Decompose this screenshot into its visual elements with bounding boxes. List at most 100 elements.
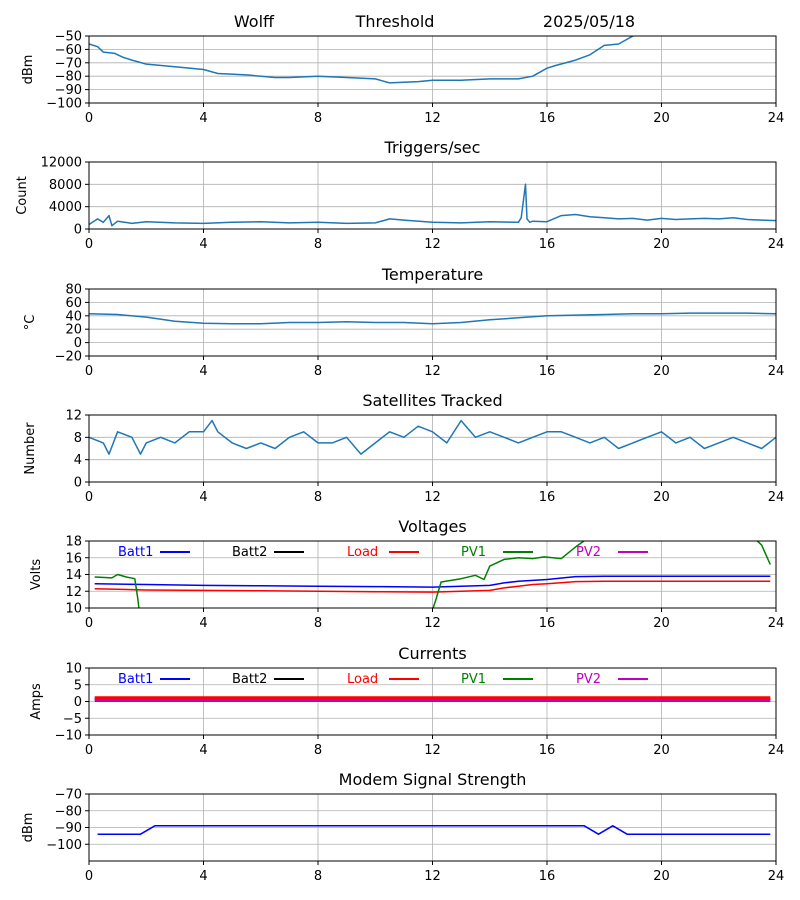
- y-axis-label: dBm: [21, 55, 36, 85]
- x-tick-label: 8: [314, 869, 322, 884]
- x-tick-label: 20: [653, 237, 670, 252]
- x-tick-label: 24: [768, 616, 785, 631]
- series-line-0: [89, 183, 776, 227]
- y-tick-label: −90: [55, 83, 82, 98]
- y-tick-label: 60: [65, 296, 82, 311]
- y-axis-label: °C: [23, 315, 38, 331]
- chart-title: Satellites Tracked: [362, 391, 502, 410]
- x-tick-label: 8: [314, 490, 322, 505]
- y-tick-label: 4: [74, 453, 82, 468]
- x-tick-label: 12: [424, 616, 441, 631]
- legend-label-pv1: PV1: [461, 672, 486, 687]
- x-tick-label: 0: [85, 616, 93, 631]
- y-tick-label: −20: [55, 350, 82, 365]
- header-date: 2025/05/18: [543, 12, 635, 31]
- chart-panel-5: 0 4 8 12 16 20 24 −10 −5 0 510 Currents Amps Batt1 Bat…: [29, 644, 784, 758]
- y-tick-label: 14: [65, 568, 82, 583]
- x-tick-label: 16: [539, 364, 556, 379]
- x-tick-label: 12: [424, 111, 441, 126]
- chart-title: Temperature: [381, 265, 483, 284]
- y-tick-label: −10: [55, 729, 82, 744]
- x-tick-label: 20: [653, 869, 670, 884]
- x-tick-label: 24: [768, 237, 785, 252]
- x-tick-label: 8: [314, 616, 322, 631]
- y-tick-label: 10: [65, 662, 82, 677]
- x-tick-label: 4: [199, 237, 207, 252]
- chart-title: Voltages: [398, 517, 466, 536]
- y-tick-label: 10: [65, 602, 82, 617]
- x-tick-label: 0: [85, 237, 93, 252]
- y-tick-label: 12: [65, 409, 82, 424]
- y-tick-label: 8: [74, 431, 82, 446]
- legend-label-pv1: PV1: [461, 545, 486, 560]
- chart-panel-3: 0 4 8 12 16 20 24 0 4 8 12 Satellites Tracked Number: [23, 391, 784, 505]
- header-subtitle: Threshold: [355, 12, 435, 31]
- y-tick-label: −50: [55, 30, 82, 45]
- x-tick-label: 4: [199, 111, 207, 126]
- x-tick-label: 4: [199, 490, 207, 505]
- y-tick-label: −70: [55, 56, 82, 71]
- x-tick-label: 20: [653, 616, 670, 631]
- x-tick-label: 12: [424, 743, 441, 758]
- y-tick-label: 0: [74, 223, 82, 238]
- x-tick-label: 16: [539, 111, 556, 126]
- x-tick-label: 8: [314, 237, 322, 252]
- x-tick-label: 24: [768, 869, 785, 884]
- y-tick-label: 18: [65, 535, 82, 550]
- x-tick-label: 0: [85, 743, 93, 758]
- y-tick-label: −60: [55, 43, 82, 58]
- y-tick-label: −5: [63, 712, 82, 727]
- x-tick-label: 20: [653, 743, 670, 758]
- chart-panel-6: 0 4 8 12 16 20 24 −100 −90 −80−70 Modem Signal Str…: [21, 770, 784, 884]
- x-tick-label: 12: [424, 237, 441, 252]
- legend-label-pv2: PV2: [576, 545, 601, 560]
- y-tick-label: 0: [74, 695, 82, 710]
- y-tick-label: 8000: [49, 178, 82, 193]
- chart-title: Currents: [398, 644, 466, 663]
- y-tick-label: 5: [74, 678, 82, 693]
- x-tick-label: 12: [424, 490, 441, 505]
- y-axis-label: Volts: [29, 559, 44, 591]
- series-line-pv1: [94, 541, 771, 608]
- y-tick-label: −90: [55, 821, 82, 836]
- x-tick-label: 16: [539, 237, 556, 252]
- x-tick-label: 4: [199, 364, 207, 379]
- x-tick-label: 16: [539, 743, 556, 758]
- y-tick-label: 12: [65, 585, 82, 600]
- x-tick-label: 16: [539, 490, 556, 505]
- y-tick-label: 12000: [41, 156, 82, 171]
- legend-label-batt2: Batt2: [232, 545, 267, 560]
- y-axis-label: Count: [15, 176, 30, 215]
- legend-label-batt2: Batt2: [232, 672, 267, 687]
- x-tick-label: 0: [85, 364, 93, 379]
- x-tick-label: 12: [424, 869, 441, 884]
- y-axis-label: dBm: [21, 813, 36, 843]
- series-line-0: [89, 36, 634, 84]
- y-tick-label: 20: [65, 323, 82, 338]
- y-tick-label: −70: [55, 788, 82, 803]
- chart-panel-1: 0 4 8 12 16 20 24 0 4000 8000 12000 Triggers/sec Cou…: [15, 138, 784, 252]
- series-line-load: [94, 580, 771, 593]
- x-tick-label: 4: [199, 743, 207, 758]
- y-axis-label: Number: [23, 422, 38, 475]
- y-tick-label: −100: [46, 97, 82, 112]
- legend-label-batt1: Batt1: [118, 545, 153, 560]
- x-tick-label: 24: [768, 743, 785, 758]
- y-tick-label: −80: [55, 70, 82, 85]
- y-tick-label: 16: [65, 551, 82, 566]
- y-tick-label: 0: [74, 336, 82, 351]
- x-tick-label: 24: [768, 111, 785, 126]
- x-tick-label: 16: [539, 616, 556, 631]
- legend-label-batt1: Batt1: [118, 672, 153, 687]
- y-axis-label: Amps: [29, 683, 44, 720]
- x-tick-label: 12: [424, 364, 441, 379]
- chart-panel-0: 0 4 8 12 16 20 24 −100−90−80−70−60−50 dBm: [21, 30, 784, 127]
- x-tick-label: 8: [314, 364, 322, 379]
- y-tick-label: 0: [74, 476, 82, 491]
- x-tick-label: 8: [314, 743, 322, 758]
- y-tick-label: 40: [65, 309, 82, 324]
- x-tick-label: 16: [539, 869, 556, 884]
- x-tick-label: 20: [653, 490, 670, 505]
